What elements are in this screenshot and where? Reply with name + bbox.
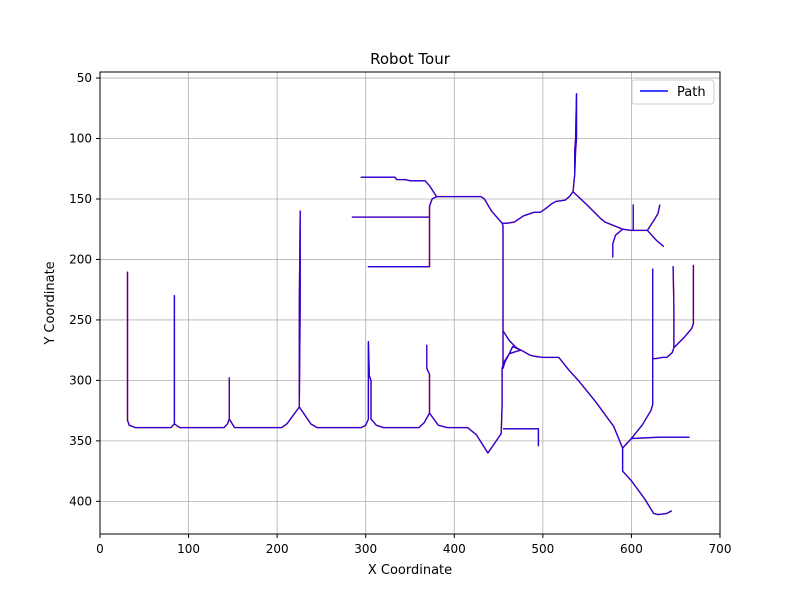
y-tick-label: 150 xyxy=(69,192,92,206)
path-series xyxy=(126,93,695,516)
grid xyxy=(99,72,721,534)
y-tick-label: 100 xyxy=(69,132,92,146)
x-tick-label: 200 xyxy=(266,542,289,556)
x-tick-label: 0 xyxy=(96,542,104,556)
x-tick-label: 400 xyxy=(443,542,466,556)
legend: Path xyxy=(631,79,715,105)
path-segment-underlay xyxy=(126,93,664,454)
path-segment-underlay xyxy=(503,428,540,447)
path-segment xyxy=(502,264,695,516)
path-segment-underlay xyxy=(502,264,695,516)
y-tick-label: 250 xyxy=(69,313,92,327)
legend-box xyxy=(631,79,715,105)
x-tick-label: 700 xyxy=(709,542,732,556)
y-tick-label: 300 xyxy=(69,373,92,387)
path-segment xyxy=(126,93,664,454)
y-tick-label: 350 xyxy=(69,434,92,448)
y-axis-label: Y Coordinate xyxy=(43,261,58,345)
path-segment xyxy=(503,428,540,447)
x-axis-ticks: 0 100 200 300 400 500 600 700 xyxy=(96,534,731,556)
y-tick-label: 400 xyxy=(69,494,92,508)
y-tick-label: 200 xyxy=(69,252,92,266)
x-tick-label: 300 xyxy=(354,542,377,556)
chart-title: Robot Tour xyxy=(370,50,451,68)
y-tick-label: 50 xyxy=(77,71,92,85)
x-tick-label: 100 xyxy=(177,542,200,556)
x-tick-label: 500 xyxy=(531,542,554,556)
legend-entry-path: Path xyxy=(677,85,706,100)
y-axis-ticks: 50 100 150 200 250 300 350 400 xyxy=(69,71,100,508)
plot-frame xyxy=(99,71,721,535)
x-tick-label: 600 xyxy=(620,542,643,556)
x-axis-label: X Coordinate xyxy=(368,563,452,578)
